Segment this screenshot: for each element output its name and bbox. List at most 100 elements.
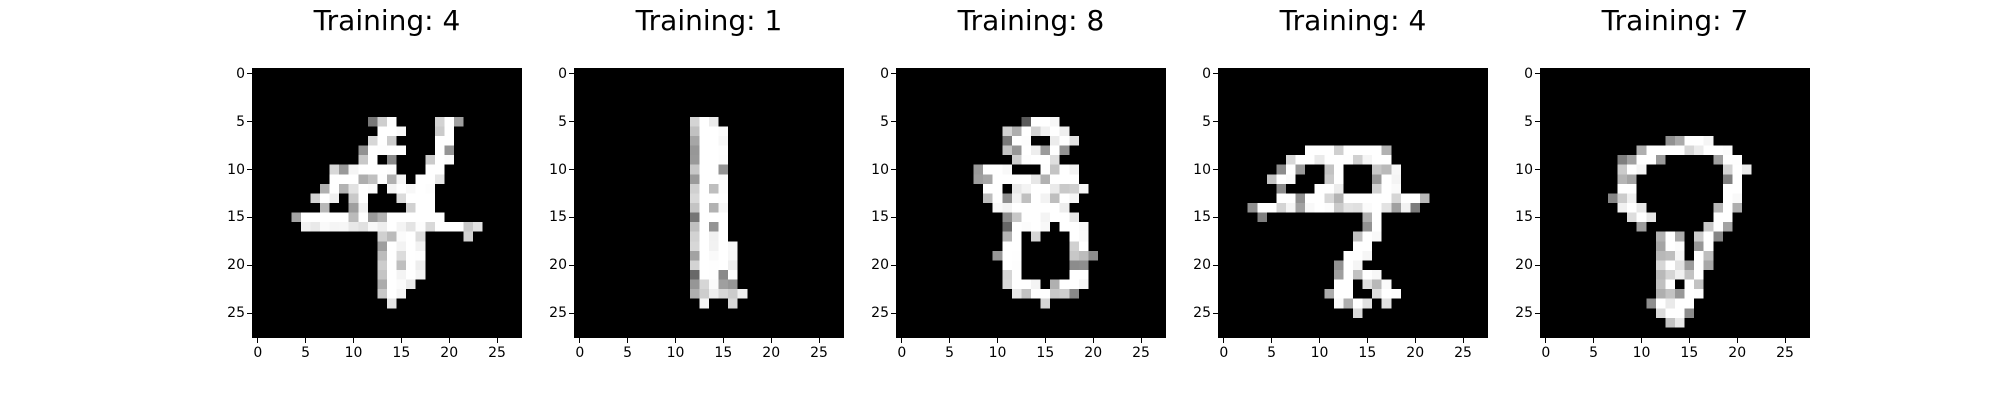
x-tick-label: 10 xyxy=(344,345,363,361)
x-tick-mark xyxy=(722,338,724,343)
x-tick-mark xyxy=(257,338,259,343)
digit-image-pixels xyxy=(1219,69,1487,337)
y-tick-mark xyxy=(569,312,574,314)
y-tick-mark xyxy=(1535,73,1540,75)
y-tick-mark xyxy=(569,264,574,266)
panel-title: Training: 1 xyxy=(635,4,783,37)
x-tick-mark xyxy=(997,338,998,343)
y-tick-mark xyxy=(569,73,574,75)
digit-image xyxy=(252,68,522,338)
y-tick-label: 5 xyxy=(1202,113,1211,130)
y-tick-mark xyxy=(247,216,252,218)
y-tick-mark xyxy=(247,264,252,266)
x-tick-mark xyxy=(496,338,498,343)
x-tick-label: 5 xyxy=(945,345,955,361)
y-tick-mark xyxy=(1213,216,1218,218)
digit-image-pixels xyxy=(897,69,1165,337)
y-tick-label: 5 xyxy=(236,113,245,130)
x-tick-label: 5 xyxy=(1589,345,1599,361)
y-tick-label: 10 xyxy=(1515,161,1533,178)
x-tick-mark xyxy=(1784,338,1786,343)
x-tick-mark xyxy=(1545,338,1547,343)
y-tick-mark xyxy=(1213,264,1218,266)
x-tick-label: 15 xyxy=(392,345,411,361)
x-tick-label: 10 xyxy=(1310,345,1329,361)
digit-panel: Training: 1 0 0 5 5 10 10 15 15 20 20 25 25 xyxy=(549,0,859,400)
x-tick-mark xyxy=(1319,338,1320,343)
y-tick-label: 10 xyxy=(227,161,245,178)
y-tick-mark xyxy=(891,216,896,218)
y-tick-mark xyxy=(891,121,896,123)
x-tick-label: 25 xyxy=(1454,345,1472,361)
y-tick-label: 15 xyxy=(1193,209,1211,226)
x-tick-mark xyxy=(579,338,581,343)
digit-image xyxy=(1540,68,1810,338)
x-tick-mark xyxy=(1366,338,1368,343)
digit-panel: Training: 8 0 0 5 5 10 10 15 15 20 20 25 25 xyxy=(871,0,1181,400)
x-tick-label: 20 xyxy=(1084,345,1103,361)
y-tick-label: 0 xyxy=(880,65,889,82)
y-tick-mark xyxy=(1535,121,1540,123)
x-tick-mark xyxy=(1414,338,1416,343)
x-tick-label: 5 xyxy=(301,345,311,361)
x-tick-label: 0 xyxy=(897,345,907,361)
y-tick-label: 25 xyxy=(1193,305,1211,322)
y-tick-label: 5 xyxy=(880,113,889,130)
x-tick-label: 10 xyxy=(1632,345,1651,361)
y-tick-label: 5 xyxy=(1524,113,1533,130)
y-tick-label: 0 xyxy=(558,65,567,82)
x-tick-label: 0 xyxy=(253,345,263,361)
y-tick-label: 15 xyxy=(549,209,567,226)
x-tick-label: 0 xyxy=(1541,345,1551,361)
y-tick-mark xyxy=(891,73,896,75)
y-tick-label: 25 xyxy=(1515,305,1533,322)
y-tick-mark xyxy=(1535,169,1540,170)
y-tick-mark xyxy=(1213,73,1218,75)
x-tick-label: 0 xyxy=(1219,345,1229,361)
x-tick-mark xyxy=(1044,338,1046,343)
digit-image xyxy=(896,68,1166,338)
x-tick-label: 20 xyxy=(440,345,459,361)
panel-title: Training: 4 xyxy=(313,4,461,37)
y-tick-mark xyxy=(1213,169,1218,170)
panel-title: Training: 7 xyxy=(1601,4,1749,37)
y-tick-label: 15 xyxy=(1515,209,1533,226)
y-tick-label: 25 xyxy=(549,305,567,322)
x-tick-label: 25 xyxy=(810,345,828,361)
y-tick-label: 10 xyxy=(871,161,889,178)
y-tick-label: 5 xyxy=(558,113,567,130)
y-tick-mark xyxy=(569,121,574,123)
y-tick-label: 25 xyxy=(227,305,245,322)
x-tick-mark xyxy=(305,338,307,343)
y-tick-label: 0 xyxy=(236,65,245,82)
panel-title: Training: 4 xyxy=(1279,4,1427,37)
y-tick-mark xyxy=(247,121,252,123)
y-tick-mark xyxy=(247,169,252,170)
x-tick-mark xyxy=(1462,338,1464,343)
digit-image-pixels xyxy=(253,69,521,337)
x-tick-mark xyxy=(353,338,354,343)
x-tick-mark xyxy=(675,338,676,343)
y-tick-label: 0 xyxy=(1524,65,1533,82)
y-tick-label: 20 xyxy=(871,257,889,274)
x-tick-mark xyxy=(627,338,629,343)
y-tick-mark xyxy=(569,216,574,218)
y-tick-mark xyxy=(1213,121,1218,123)
panel-title: Training: 8 xyxy=(957,4,1105,37)
y-tick-label: 15 xyxy=(227,209,245,226)
y-tick-label: 15 xyxy=(871,209,889,226)
y-tick-mark xyxy=(247,73,252,75)
x-tick-mark xyxy=(1223,338,1225,343)
x-tick-mark xyxy=(1092,338,1094,343)
y-tick-label: 20 xyxy=(549,257,567,274)
y-tick-mark xyxy=(247,312,252,314)
x-tick-label: 15 xyxy=(714,345,733,361)
x-tick-mark xyxy=(1736,338,1738,343)
y-tick-mark xyxy=(891,169,896,170)
y-tick-mark xyxy=(891,312,896,314)
x-tick-mark xyxy=(1271,338,1273,343)
x-tick-label: 10 xyxy=(988,345,1007,361)
y-tick-mark xyxy=(1535,216,1540,218)
x-tick-label: 20 xyxy=(1406,345,1425,361)
